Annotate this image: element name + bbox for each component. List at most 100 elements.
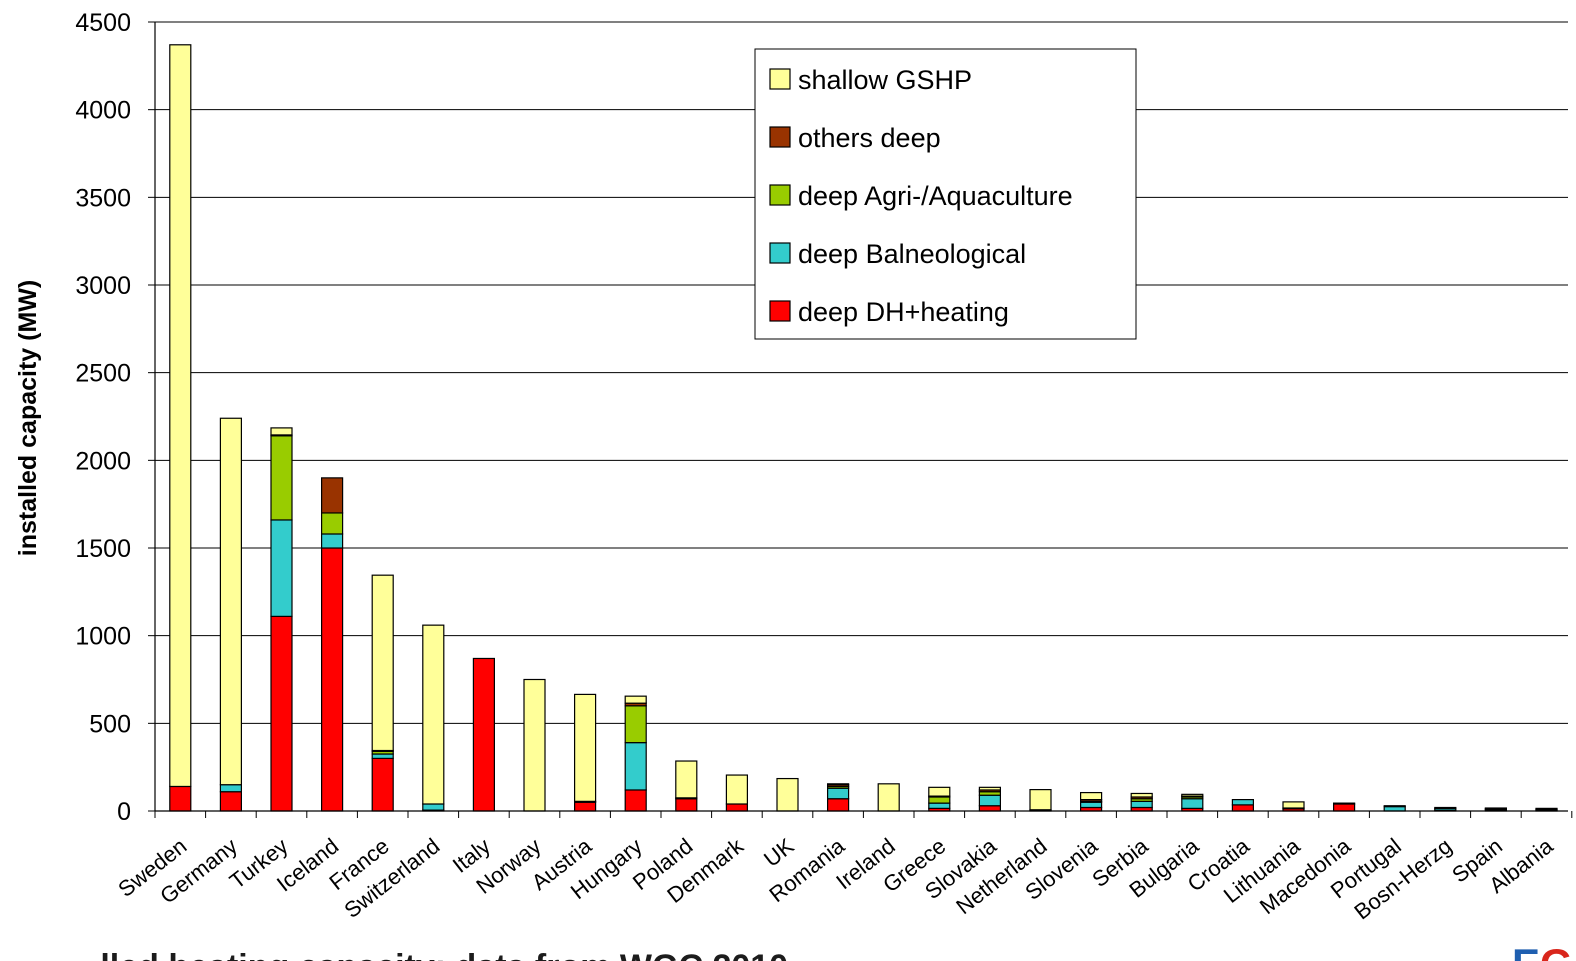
bar-segment-deep-balneological-romania bbox=[826, 787, 850, 800]
y-axis-label: installed capacity (MW) bbox=[14, 280, 42, 556]
bar-stack-sweden bbox=[169, 44, 192, 812]
logo-letter-g: G bbox=[1540, 940, 1573, 961]
bar-segment-shallow-gshp-ireland bbox=[877, 783, 900, 812]
x-category-labels: SwedenGermanyTurkeyIcelandFranceSwitzerl… bbox=[113, 833, 1558, 925]
bar-segment-shallow-gshp-denmark bbox=[725, 774, 749, 805]
axes bbox=[154, 22, 1573, 818]
y-tick-2000: 2000 bbox=[75, 447, 131, 475]
bar-segment-deep-dh-heating-iceland bbox=[321, 547, 344, 812]
bar-stack-serbia bbox=[1130, 792, 1153, 812]
y-tick-4000: 4000 bbox=[75, 97, 131, 125]
bar-stack-romania bbox=[826, 783, 850, 812]
bar-segment-deep-agri-aquaculture-iceland bbox=[321, 512, 344, 535]
bar-segment-deep-dh-heating-romania bbox=[826, 798, 850, 812]
bar-segment-shallow-gshp-poland bbox=[675, 760, 698, 799]
bar-stack-italy bbox=[472, 657, 495, 812]
bar-segment-shallow-gshp-norway bbox=[523, 678, 546, 812]
y-tick-1000: 1000 bbox=[75, 623, 131, 651]
bar-stack-norway bbox=[523, 678, 546, 812]
bar-segment-deep-balneological-serbia bbox=[1130, 800, 1153, 809]
bar-stack-iceland bbox=[321, 477, 344, 812]
bar-segment-shallow-gshp-netherland bbox=[1029, 789, 1052, 811]
bar-segment-deep-agri-aquaculture-hungary bbox=[624, 705, 647, 744]
bar-segment-deep-balneological-greece bbox=[928, 802, 951, 809]
bar-segment-deep-dh-heating-germany bbox=[219, 791, 242, 812]
y-tick-labels: 0 500 1000 1500 2000 2500 3000 3500 4000 4500 bbox=[75, 9, 131, 826]
bar-segment-deep-balneological-slovakia bbox=[978, 794, 1002, 807]
bar-stack-germany bbox=[219, 417, 242, 812]
bar-segment-deep-balneological-bulgaria bbox=[1181, 798, 1204, 809]
bar-segment-deep-balneological-croatia bbox=[1231, 799, 1255, 806]
y-tick-3500: 3500 bbox=[75, 184, 131, 212]
bar-stack-hungary bbox=[624, 695, 647, 812]
bar-segment-deep-dh-heating-slovakia bbox=[978, 805, 1002, 812]
bar-stack-uk bbox=[776, 777, 799, 812]
bar-stack-denmark bbox=[725, 774, 749, 812]
bar-segment-deep-dh-heating-hungary bbox=[624, 789, 647, 812]
bar-segment-shallow-gshp-switzerland bbox=[422, 624, 445, 805]
y-tick-500: 500 bbox=[89, 710, 131, 738]
bar-segment-deep-balneological-germany bbox=[219, 784, 242, 793]
bar-segment-deep-balneological-turkey bbox=[270, 519, 293, 617]
bar-segment-shallow-gshp-austria bbox=[573, 693, 597, 802]
bar-segment-deep-balneological-macedonia bbox=[1332, 802, 1356, 805]
legend-label-deep-balneological: deep Balneological bbox=[798, 239, 1026, 269]
bar-segment-deep-dh-heating-denmark bbox=[725, 803, 749, 812]
y-tick-1500: 1500 bbox=[75, 535, 131, 563]
legend-swatch-deep-dh-heating bbox=[769, 300, 791, 322]
bar-stack-poland bbox=[675, 760, 698, 812]
bar-segment-others-deep-albania bbox=[1535, 807, 1558, 810]
bar-segment-shallow-gshp-uk bbox=[776, 777, 799, 812]
bar-segment-deep-balneological-france bbox=[371, 753, 394, 759]
bar-segment-others-deep-spain bbox=[1484, 807, 1508, 810]
bar-segment-shallow-gshp-germany bbox=[219, 417, 242, 786]
bar-stack-turkey bbox=[270, 427, 293, 812]
bar-segment-others-deep-bosn-herzg bbox=[1434, 806, 1457, 809]
y-tick-3000: 3000 bbox=[75, 272, 131, 300]
bar-segment-shallow-gshp-serbia bbox=[1130, 792, 1153, 798]
bar-stack-portugal bbox=[1383, 805, 1406, 812]
bar-segment-shallow-gshp-greece bbox=[928, 786, 951, 797]
bar-segment-shallow-gshp-sweden bbox=[169, 44, 192, 788]
bar-segment-deep-agri-aquaculture-greece bbox=[928, 796, 951, 804]
bar-segment-deep-balneological-portugal bbox=[1383, 806, 1406, 812]
legend: shallow GSHP others deep deep Agri-/Aquacu… bbox=[754, 48, 1137, 340]
bar-segment-deep-agri-aquaculture-turkey bbox=[270, 435, 293, 521]
y-tick-2500: 2500 bbox=[75, 360, 131, 388]
bar-segment-deep-balneological-switzerland bbox=[422, 803, 445, 811]
legend-swatch-deep-balneological bbox=[769, 242, 791, 264]
bar-segment-shallow-gshp-hungary bbox=[624, 695, 647, 704]
bar-stack-slovenia bbox=[1079, 791, 1103, 812]
bar-stack-ireland bbox=[877, 783, 900, 812]
bar-segment-shallow-gshp-slovenia bbox=[1079, 791, 1103, 801]
bar-segment-shallow-gshp-portugal bbox=[1383, 805, 1406, 808]
bar-stack-lithuania bbox=[1282, 801, 1305, 812]
bar-stack-bulgaria bbox=[1181, 793, 1204, 812]
bar-segment-deep-dh-heating-sweden bbox=[169, 785, 192, 812]
bar-segment-deep-dh-heating-macedonia bbox=[1332, 803, 1356, 812]
bar-segment-deep-balneological-hungary bbox=[624, 742, 647, 791]
bar-segment-others-deep-iceland bbox=[321, 477, 344, 514]
legend-label-others-deep: others deep bbox=[798, 123, 941, 153]
bar-segment-shallow-gshp-france bbox=[371, 574, 394, 752]
bar-segment-deep-dh-heating-croatia bbox=[1231, 804, 1255, 812]
legend-label-deep-dh-heating: deep DH+heating bbox=[798, 297, 1009, 327]
legend-box bbox=[754, 48, 1137, 340]
bar-segment-deep-dh-heating-italy bbox=[472, 657, 495, 812]
bar-stack-france bbox=[371, 574, 394, 812]
legend-swatch-shallow-gshp bbox=[769, 68, 791, 90]
legend-swatch-others-deep bbox=[769, 126, 791, 148]
bar-segment-shallow-gshp-slovakia bbox=[978, 786, 1002, 791]
bar-stack-macedonia bbox=[1332, 802, 1356, 812]
bar-segment-shallow-gshp-bulgaria bbox=[1181, 793, 1204, 797]
bar-segment-deep-balneological-slovenia bbox=[1079, 801, 1103, 809]
bar-stacks bbox=[169, 44, 1558, 812]
egec-logo: E G bbox=[1512, 940, 1573, 961]
bar-stack-slovakia bbox=[978, 786, 1002, 812]
bar-segment-deep-dh-heating-france bbox=[371, 757, 394, 812]
bar-stack-croatia bbox=[1231, 799, 1255, 812]
bar-segment-deep-dh-heating-poland bbox=[675, 798, 698, 812]
bar-segment-deep-dh-heating-turkey bbox=[270, 615, 293, 812]
logo-letter-e: E bbox=[1512, 940, 1540, 961]
